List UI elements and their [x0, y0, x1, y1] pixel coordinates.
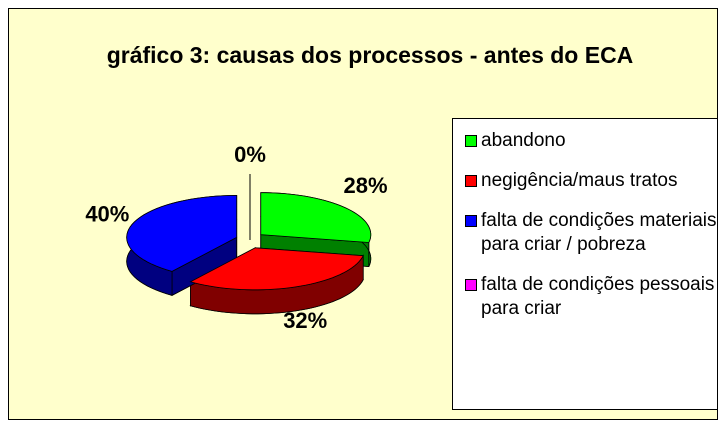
slice [126, 194, 238, 272]
legend-entry: abandono [465, 129, 717, 153]
legend-swatch [465, 175, 477, 187]
legend-label: negigência/maus tratos [481, 170, 678, 191]
slice [260, 192, 372, 243]
legend-swatch [465, 215, 477, 227]
data-label: 40% [85, 201, 129, 226]
data-label: 28% [344, 173, 388, 198]
legend-entry: falta de condições pessoais para criar [465, 273, 717, 321]
legend-entry: negigência/maus tratos [465, 169, 717, 193]
slice [189, 247, 364, 291]
data-label: 0% [234, 142, 266, 167]
legend-entry: falta de condições materiais para criar … [465, 209, 717, 257]
legend-label: falta de condições materiais para criar … [481, 210, 717, 255]
legend-swatch [465, 279, 477, 291]
legend-label: abandono [481, 130, 566, 151]
data-label: 32% [283, 308, 327, 333]
legend: abandono negigência/maus tratos falta de c… [452, 118, 718, 410]
chart-title: gráfico 3: causas dos processos - antes … [106, 42, 634, 68]
legend-swatch [465, 135, 477, 147]
legend-label: falta de condições pessoais para criar [481, 274, 715, 319]
